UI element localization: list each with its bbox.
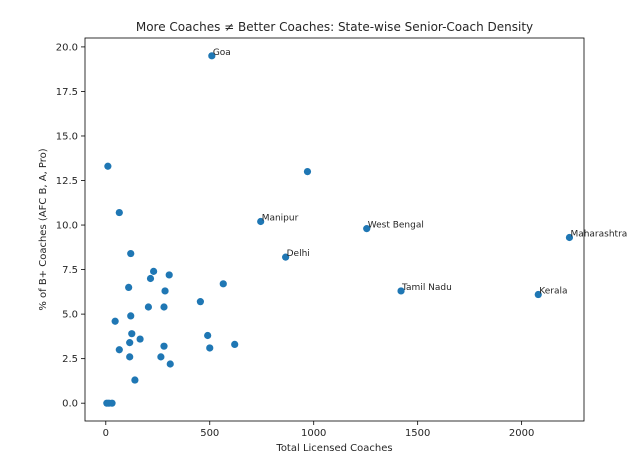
scatter-point bbox=[363, 225, 371, 233]
chart-title: More Coaches ≠ Better Coaches: State-wis… bbox=[136, 20, 533, 34]
y-tick-label: 17.5 bbox=[56, 87, 78, 98]
scatter-point bbox=[208, 52, 216, 60]
x-tick-label: 1000 bbox=[301, 428, 326, 439]
scatter-point bbox=[125, 283, 133, 291]
x-tick-label: 2000 bbox=[509, 428, 534, 439]
scatter-point bbox=[150, 267, 158, 275]
y-tick-label: 20.0 bbox=[56, 42, 78, 53]
scatter-point bbox=[219, 280, 227, 288]
scatter-point bbox=[128, 330, 136, 338]
scatter-point bbox=[146, 274, 155, 283]
scatter-point bbox=[303, 168, 312, 176]
y-tick-label: 10.0 bbox=[56, 221, 78, 232]
scatter-point bbox=[157, 353, 165, 361]
scatter-point bbox=[231, 340, 239, 348]
scatter-point bbox=[127, 249, 135, 258]
y-tick-label: 7.5 bbox=[62, 265, 78, 276]
scatter-point bbox=[166, 360, 174, 368]
scatter-point bbox=[127, 312, 135, 320]
scatter-point bbox=[165, 271, 173, 279]
y-tick-label: 2.5 bbox=[62, 354, 78, 365]
point-annotation: Delhi bbox=[287, 249, 310, 259]
scatter-point bbox=[565, 233, 574, 242]
scatter-point bbox=[111, 317, 119, 325]
scatter-point bbox=[131, 376, 139, 384]
scatter-point bbox=[196, 298, 204, 306]
x-tick-label: 0 bbox=[103, 428, 109, 439]
scatter-point bbox=[160, 303, 168, 311]
scatter-point bbox=[160, 342, 168, 350]
scatter-point bbox=[126, 353, 134, 361]
point-annotation: Tamil Nadu bbox=[401, 283, 452, 293]
scatter-point bbox=[115, 346, 123, 354]
scatter-point bbox=[104, 162, 112, 170]
scatter-point bbox=[115, 208, 123, 217]
y-tick-label: 15.0 bbox=[56, 131, 78, 142]
scatter-point bbox=[126, 339, 134, 347]
scatter-point bbox=[144, 303, 153, 311]
x-tick-label: 500 bbox=[200, 428, 219, 439]
x-axis-label: Total Licensed Coaches bbox=[275, 443, 392, 454]
scatter-point bbox=[534, 290, 542, 299]
point-annotation: Kerala bbox=[539, 287, 567, 297]
scatter-point bbox=[204, 331, 212, 340]
y-axis-label: % of B+ Coaches (AFC B, A, Pro) bbox=[38, 148, 49, 310]
point-annotation: West Bengal bbox=[368, 221, 424, 231]
y-tick-label: 0.0 bbox=[62, 399, 78, 410]
point-annotation: Maharashtra bbox=[570, 230, 627, 240]
scatter-point bbox=[397, 287, 405, 295]
y-tick-label: 12.5 bbox=[56, 176, 78, 187]
scatter-point bbox=[136, 335, 144, 343]
scatter-point bbox=[257, 217, 265, 226]
scatter-point bbox=[206, 344, 214, 352]
scatter-point bbox=[108, 399, 116, 407]
plot-area-frame bbox=[84, 37, 585, 422]
scatter-point bbox=[282, 253, 290, 261]
y-tick-label: 5.0 bbox=[62, 310, 78, 321]
scatter-point bbox=[161, 287, 169, 295]
point-annotation: Goa bbox=[213, 48, 231, 58]
point-annotation: Manipur bbox=[262, 213, 299, 223]
x-tick-label: 1500 bbox=[405, 428, 430, 439]
